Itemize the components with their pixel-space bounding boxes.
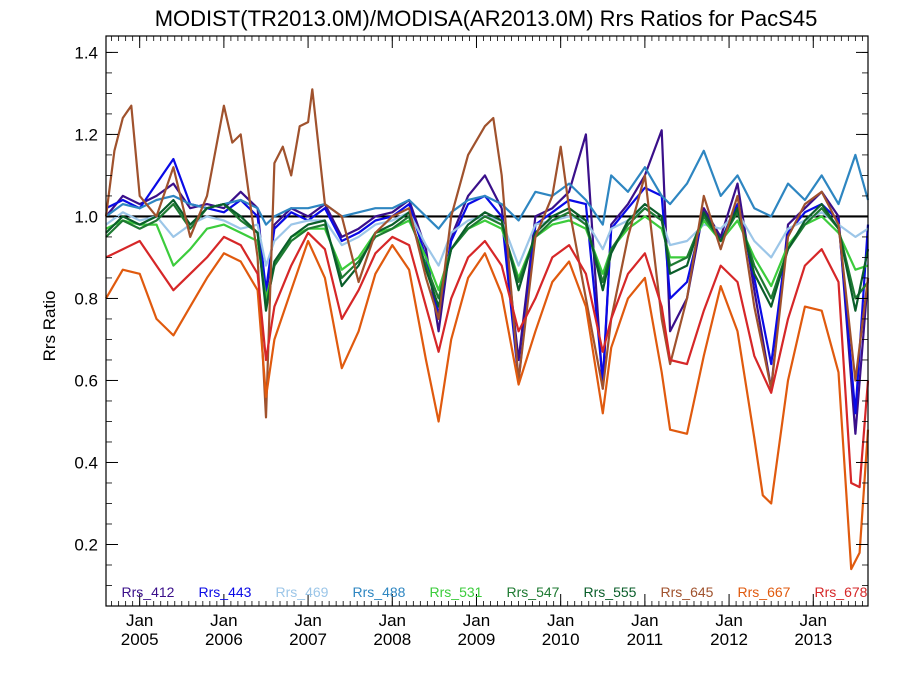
series-layer [104, 88, 870, 571]
x-tick-label-year: 2013 [794, 630, 832, 649]
x-tick-label-year: 2011 [627, 630, 664, 649]
chart-title: MODIST(TR2013.0M)/MODISA(AR2013.0M) Rrs … [155, 6, 818, 31]
y-axis-label: Rrs Ratio [40, 291, 59, 362]
y-tick-label: 0.6 [74, 371, 98, 390]
x-tick-label-month: Jan [800, 611, 827, 630]
series-line-rrs-488 [105, 149, 870, 230]
x-tick-label-year: 2009 [458, 630, 496, 649]
x-tick-label-month: Jan [631, 611, 658, 630]
legend-entry-rrs-488: Rrs_488 [353, 584, 406, 600]
y-tick-label: 0.8 [74, 289, 98, 308]
y-tick-label: 0.2 [74, 535, 98, 554]
x-tick-label-year: 2012 [710, 630, 748, 649]
x-tick-label-year: 2006 [205, 630, 243, 649]
x-tick-label-month: Jan [715, 611, 742, 630]
legend-entry-rrs-469: Rrs_469 [276, 584, 329, 600]
series-line-rrs-678 [105, 231, 870, 489]
x-tick-label-year: 2008 [373, 630, 411, 649]
y-tick-label: 1.2 [74, 125, 98, 144]
x-tick-label-month: Jan [210, 611, 237, 630]
legend-entry-rrs-412: Rrs_412 [122, 584, 175, 600]
series-line-rrs-667 [105, 239, 870, 571]
series-line-rrs-645 [104, 88, 870, 419]
legend-entry-rrs-645: Rrs_645 [661, 584, 714, 600]
series-line-rrs-531 [105, 215, 869, 300]
x-tick-label-year: 2005 [121, 630, 159, 649]
x-tick-label-month: Jan [547, 611, 574, 630]
x-tick-label-year: 2007 [289, 630, 327, 649]
y-tick-label: 0.4 [74, 453, 98, 472]
legend-entry-rrs-547: Rrs_547 [507, 584, 560, 600]
x-tick-label-month: Jan [379, 611, 406, 630]
series-line-rrs-555 [105, 198, 870, 312]
legend-entry-rrs-667: Rrs_667 [738, 584, 791, 600]
legend-entry-rrs-531: Rrs_531 [430, 584, 483, 600]
axis-layer: 0.20.40.60.81.01.21.4Jan2005Jan2006Jan20… [74, 35, 869, 649]
legend-entry-rrs-555: Rrs_555 [584, 584, 637, 600]
series-line-rrs-412 [105, 129, 870, 435]
plot-frame [105, 35, 869, 607]
y-tick-label: 1.0 [74, 207, 98, 226]
legend-entry-rrs-443: Rrs_443 [199, 584, 252, 600]
legend: Rrs_412 Rrs_443 Rrs_469 Rrs_488 Rrs_531 Rrs_5… [122, 584, 868, 600]
y-tick-label: 1.4 [74, 43, 98, 62]
legend-entry-rrs-678: Rrs_678 [815, 584, 868, 600]
x-tick-label-month: Jan [126, 611, 153, 630]
x-tick-label-month: Jan [294, 611, 321, 630]
x-tick-label-year: 2010 [542, 630, 580, 649]
x-tick-label-month: Jan [463, 611, 490, 630]
